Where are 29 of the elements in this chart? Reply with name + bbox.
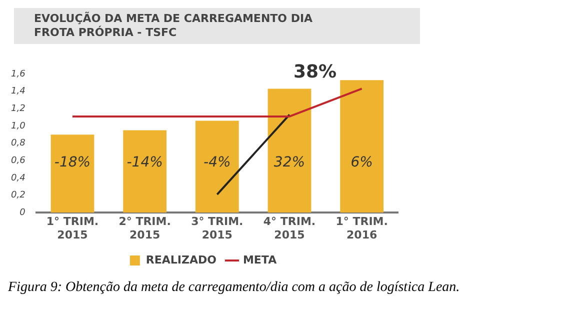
chart-title: EVOLUÇÃO DA META DE CARREGAMENTO DIA FROTA PRÓPRIA - TSFC — [14, 8, 420, 44]
y-tick-label: 0,8 — [10, 138, 26, 149]
bar — [268, 88, 312, 213]
bar — [340, 80, 384, 213]
y-tick-label: 0,2 — [10, 190, 26, 201]
y-tick-label: 1,6 — [10, 69, 26, 80]
annotation: 38% — [293, 61, 337, 82]
bar — [123, 130, 167, 213]
x-tick-label: 1° TRIM. 2016 — [336, 215, 388, 242]
x-tick-label: 1° TRIM. 2015 — [46, 215, 99, 242]
legend-label: REALIZADO — [146, 253, 216, 266]
y-tick-label: 0,4 — [10, 173, 26, 184]
annotation: -14% — [126, 154, 163, 170]
y-tick-label: 1,4 — [10, 86, 26, 97]
text: Figura 9: Obtenção da meta de carregamento/dia com a ação de logística Lean. — [8, 280, 461, 296]
annotation: -18% — [54, 154, 91, 170]
y-tick-label: 1,2 — [10, 104, 26, 114]
annotation: -4% — [204, 154, 231, 170]
legend-label: META — [242, 253, 278, 266]
x-tick-label: 4° TRIM. 2015 — [263, 215, 316, 242]
y-tick-label: 1,0 — [10, 121, 26, 132]
bar — [195, 120, 239, 213]
annotation: 6% — [350, 154, 373, 170]
bar — [50, 134, 94, 213]
x-tick-label: 2° TRIM. 2015 — [118, 215, 171, 242]
x-tick-label: 3° TRIM. 2015 — [191, 215, 244, 242]
y-tick-label: 0 — [20, 208, 26, 218]
annotation: 32% — [274, 154, 306, 170]
y-tick-label: 0,6 — [10, 156, 26, 166]
